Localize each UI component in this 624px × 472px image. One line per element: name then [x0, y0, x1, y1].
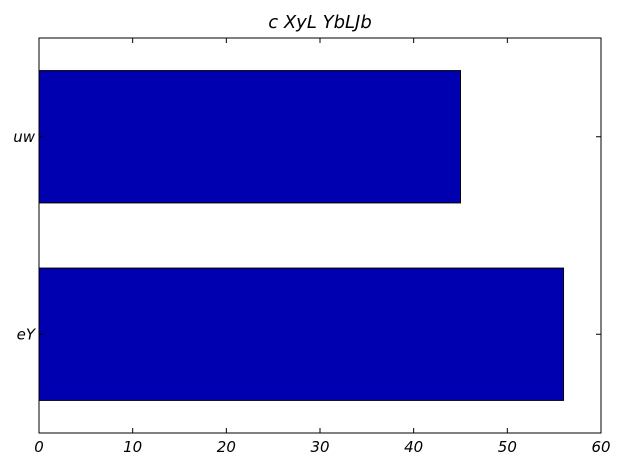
x-tick-label-50: 50: [498, 438, 517, 456]
y-tick-label-eY: eY: [17, 325, 37, 343]
x-tick-label-30: 30: [310, 438, 329, 456]
bars-layer: [38, 70, 565, 401]
x-tick-label-0: 0: [34, 438, 44, 456]
x-tick-label-20: 20: [217, 438, 236, 456]
x-tick-label-10: 10: [123, 438, 142, 456]
x-tick-label-60: 60: [591, 438, 610, 456]
ticks-layer: uw eY 0 10 20 30 40 50 60: [13, 38, 611, 456]
bar-uw: [38, 70, 461, 204]
chart-title: c XyL YbLJb: [268, 12, 372, 33]
bar-eY: [38, 267, 565, 401]
y-tick-label-uw: uw: [13, 128, 36, 146]
x-tick-label-40: 40: [404, 438, 423, 456]
